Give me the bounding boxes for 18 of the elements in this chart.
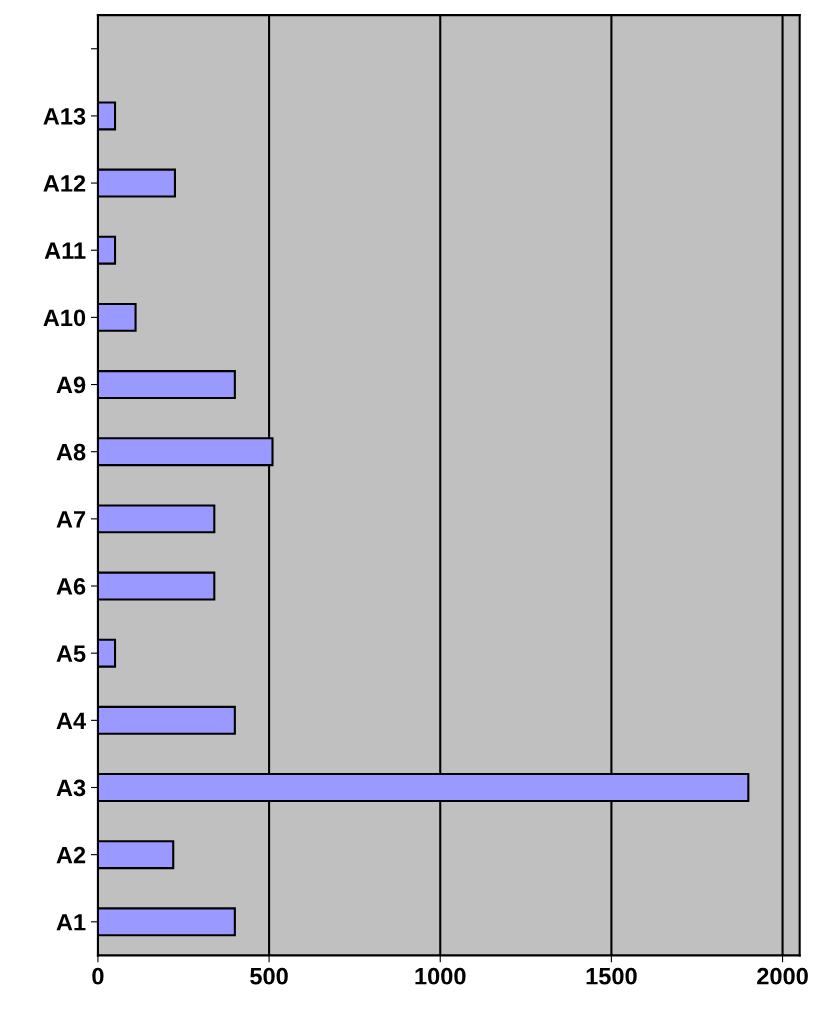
y-tick-label: A9 — [56, 376, 86, 394]
x-tick-label: 2000 — [757, 967, 808, 985]
y-tick-label: A8 — [56, 443, 86, 461]
y-tick-label: A2 — [56, 846, 86, 864]
y-tick-label: A12 — [43, 175, 86, 192]
x-tick-label: 1000 — [415, 967, 466, 985]
x-tick-label: 0 — [92, 967, 104, 985]
x-tick-label: 500 — [250, 967, 288, 985]
y-tick-label: A4 — [56, 712, 86, 729]
y-tick-label: A3 — [56, 779, 86, 797]
y-tick-label: A13 — [43, 107, 86, 125]
y-tick-label: A10 — [43, 309, 86, 327]
x-tick-label: 1500 — [586, 967, 637, 985]
y-tick-label: A5 — [56, 645, 86, 662]
y-tick-label: A1 — [56, 914, 86, 931]
y-tick-label: A11 — [44, 242, 86, 259]
y-tick-label: A6 — [56, 578, 86, 595]
y-tick-label: A7 — [56, 511, 86, 528]
